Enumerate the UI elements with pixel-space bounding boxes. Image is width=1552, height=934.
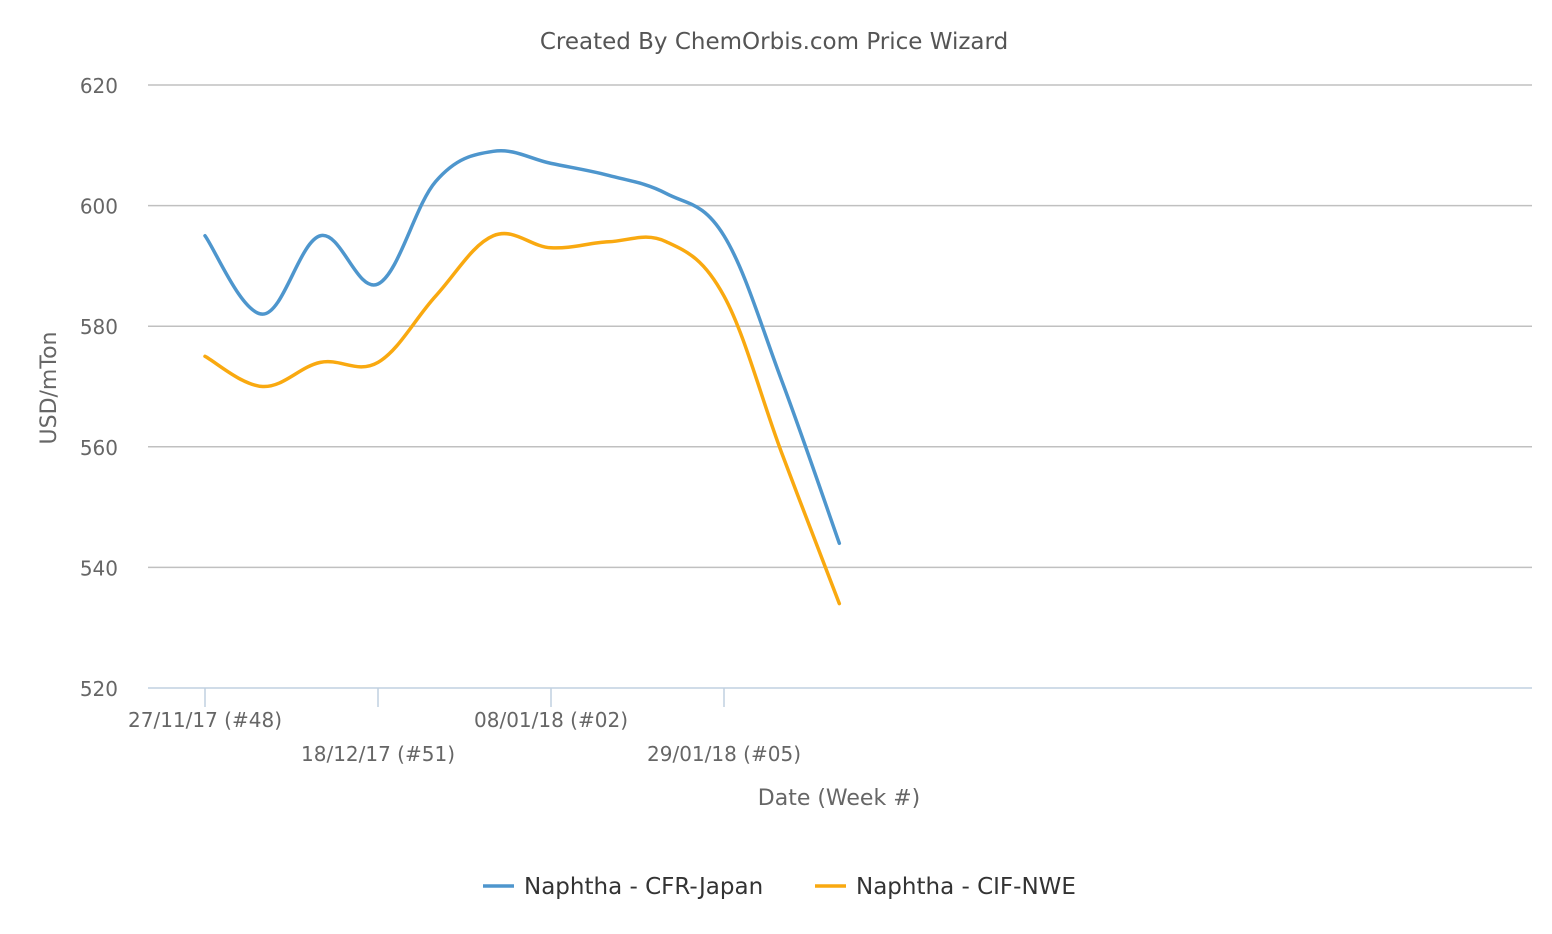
legend-label-2[interactable]: Naphtha - CIF-NWE xyxy=(856,874,1076,900)
x-tick-label: 18/12/17 (#51) xyxy=(301,742,455,766)
x-axis: 27/11/17 (#48) 18/12/17 (#51) 08/01/18 (#0… xyxy=(128,687,1532,766)
series-line-1 xyxy=(203,148,842,546)
x-tick-label: 08/01/18 (#02) xyxy=(474,708,628,732)
y-tick-label: 620 xyxy=(80,74,118,98)
grid-lines xyxy=(148,84,1532,569)
y-tick-label: 540 xyxy=(80,556,118,580)
legend: Naphtha - CFR-Japan Naphtha - CIF-NWE xyxy=(483,874,1076,900)
x-tick-label: 27/11/17 (#48) xyxy=(128,708,282,732)
y-axis-title: USD/mTon xyxy=(37,332,62,445)
series-line-2 xyxy=(203,231,842,606)
y-tick-label: 520 xyxy=(80,677,118,701)
chart-title: Created By ChemOrbis.com Price Wizard xyxy=(540,29,1008,55)
series-lines xyxy=(203,148,842,606)
y-tick-label: 580 xyxy=(80,315,118,339)
y-tick-label: 600 xyxy=(80,195,118,219)
y-tick-label: 560 xyxy=(80,436,118,460)
x-tick-label: 29/01/18 (#05) xyxy=(647,742,801,766)
legend-label-1[interactable]: Naphtha - CFR-Japan xyxy=(524,874,763,900)
y-axis: 520 540 560 580 600 620 xyxy=(80,74,118,701)
x-axis-title: Date (Week #) xyxy=(758,786,920,811)
